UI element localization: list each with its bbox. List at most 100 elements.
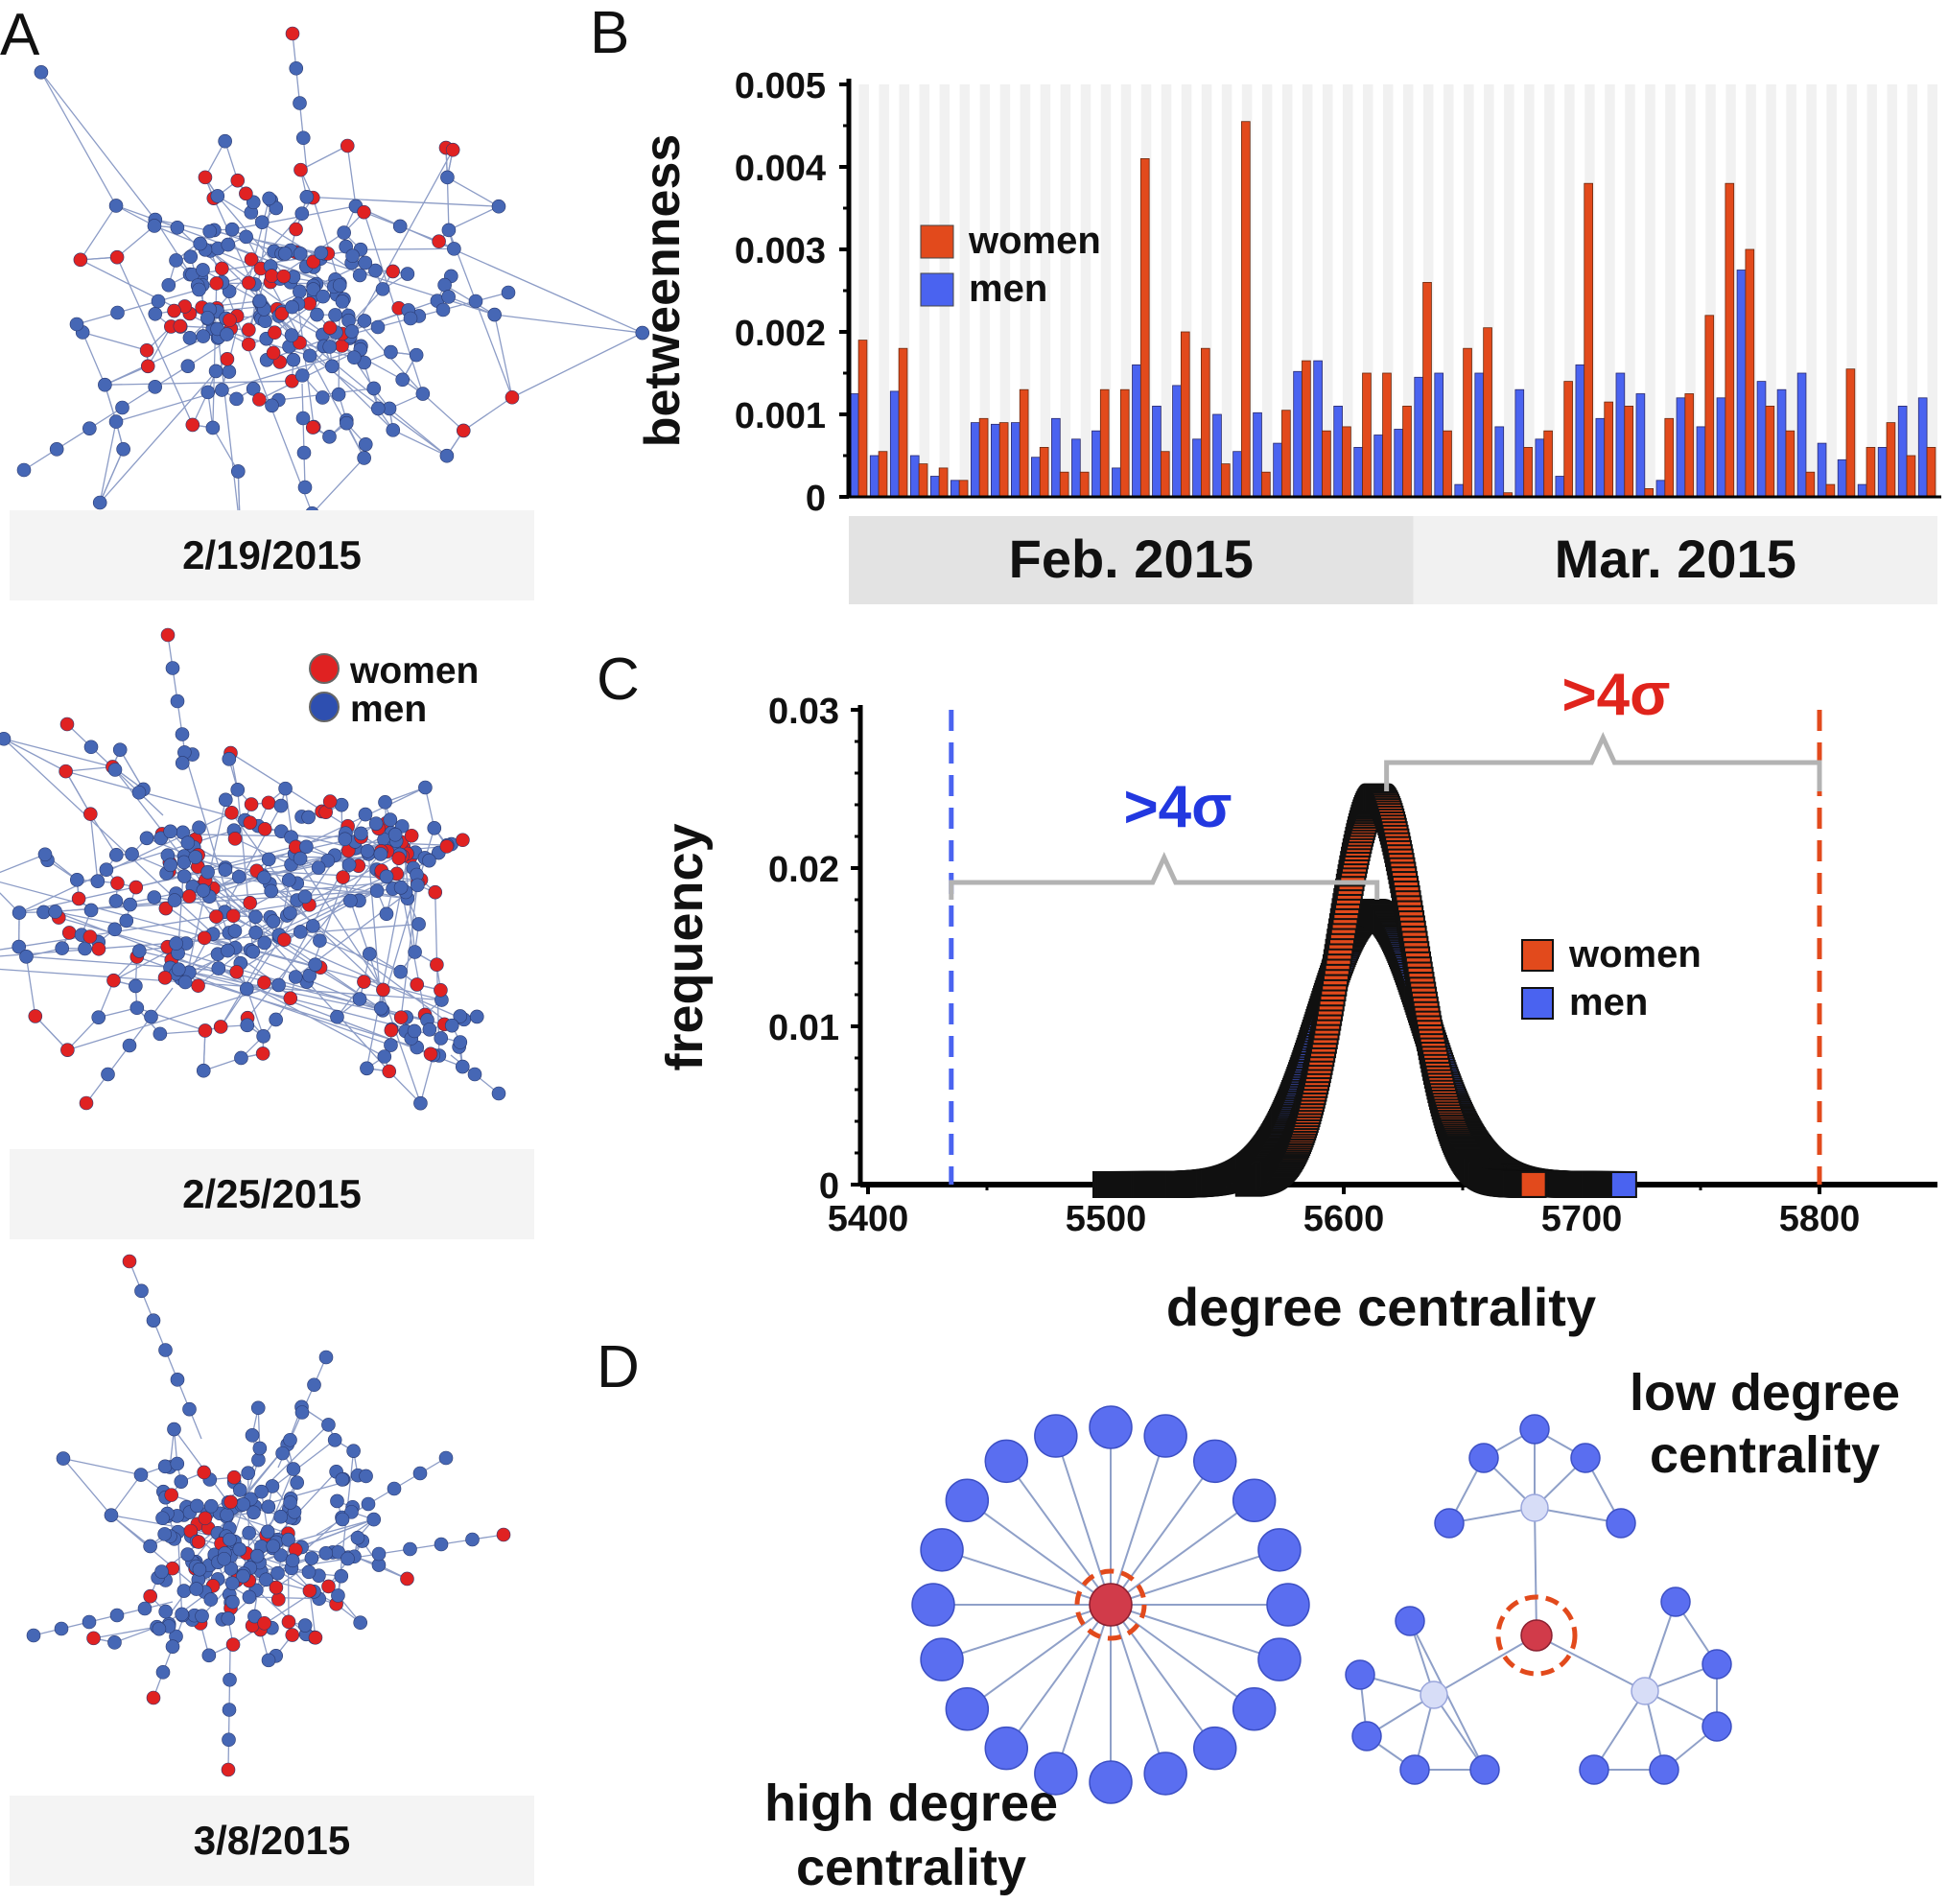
star-leaf-node	[1089, 1405, 1133, 1449]
man-node	[278, 247, 293, 261]
man-node	[119, 913, 134, 928]
sub-hub-node	[1420, 1681, 1448, 1709]
man-node	[331, 387, 346, 402]
high-degree-label-line1: high degree	[764, 1775, 1058, 1832]
day-stripe	[1625, 84, 1635, 497]
woman-node	[321, 1579, 336, 1594]
women-legend-label: women	[349, 650, 479, 692]
woman-node	[302, 1584, 317, 1598]
legend-men-label: men	[1569, 981, 1648, 1023]
woman-node	[197, 1465, 211, 1480]
woman-node	[281, 1614, 296, 1630]
network-edge	[365, 835, 412, 1069]
man-node	[229, 391, 244, 407]
man-node	[415, 387, 431, 401]
man-node	[224, 222, 240, 237]
man-node	[165, 661, 180, 675]
network-edge	[293, 853, 384, 991]
month-label-feb: Feb. 2015	[1009, 529, 1254, 589]
man-node	[293, 247, 308, 261]
man-node	[369, 883, 385, 899]
man-node	[241, 1466, 256, 1480]
day-stripe	[1544, 84, 1555, 497]
man-node	[133, 1468, 149, 1482]
man-node	[316, 289, 331, 304]
network-edge	[114, 1626, 157, 1643]
man-node	[252, 294, 268, 309]
day-stripe	[1342, 84, 1353, 497]
man-node	[332, 278, 347, 293]
man-node	[335, 1512, 350, 1527]
man-node	[83, 903, 99, 918]
day-stripe	[1504, 84, 1514, 497]
man-node	[635, 325, 650, 341]
man-node	[368, 263, 383, 278]
man-node	[153, 831, 169, 846]
network-edge	[157, 289, 199, 302]
star-leaf-node	[911, 1583, 955, 1627]
man-node	[283, 1495, 297, 1510]
woman-node	[268, 325, 282, 341]
woman-node	[445, 142, 460, 157]
man-node	[247, 1609, 262, 1624]
man-node	[104, 1508, 119, 1522]
woman-node	[157, 971, 173, 985]
woman-node	[226, 1469, 242, 1485]
man-node	[252, 1441, 268, 1456]
star-edge	[1054, 1435, 1112, 1606]
man-node	[281, 1532, 295, 1547]
man-node	[321, 1418, 336, 1432]
star-leaf-node	[1034, 1751, 1078, 1796]
man-node	[384, 1038, 398, 1052]
man-node	[322, 430, 337, 444]
man-node	[346, 350, 362, 365]
network-edge	[65, 765, 113, 772]
star-edge	[941, 1604, 1112, 1661]
day-stripe	[1120, 84, 1132, 497]
woman-node	[428, 884, 443, 900]
man-node	[294, 1405, 310, 1420]
man-node	[469, 1009, 484, 1024]
man-node	[314, 246, 329, 260]
day-stripe	[1382, 84, 1394, 497]
y-axis-label: frequency	[656, 823, 714, 1070]
star-edge	[1005, 1460, 1112, 1606]
man-node	[201, 1648, 217, 1663]
woman-node	[308, 1630, 323, 1645]
man-node	[221, 1611, 236, 1626]
man-node	[427, 821, 442, 835]
day-stripe	[1766, 84, 1776, 497]
star-edge	[966, 1604, 1112, 1710]
man-node	[269, 1012, 283, 1027]
man-node	[230, 783, 246, 797]
man-node	[225, 1576, 240, 1590]
man-node	[180, 835, 196, 850]
woman-node	[146, 1690, 161, 1705]
woman-node	[197, 930, 212, 946]
network-edge	[99, 358, 228, 504]
man-node	[330, 1493, 344, 1509]
man-node	[163, 824, 177, 839]
man-node	[210, 189, 225, 203]
woman-node	[285, 26, 300, 41]
man-node	[54, 1621, 69, 1636]
man-node	[26, 1628, 41, 1643]
network-edge	[263, 877, 384, 991]
woman-node	[160, 627, 176, 643]
man-node	[205, 420, 221, 435]
network-graph-2	[0, 627, 506, 1111]
woman-node	[229, 964, 244, 979]
man-node	[223, 1672, 237, 1687]
cluster-leaf-node	[1345, 1659, 1375, 1690]
man-node	[16, 462, 32, 478]
man-node	[295, 411, 311, 426]
man-node	[318, 1350, 334, 1365]
man-node	[361, 1496, 376, 1512]
man-node	[281, 873, 296, 887]
man-node	[0, 731, 12, 746]
woman-node	[340, 138, 355, 153]
woman-node	[164, 1488, 178, 1502]
man-node	[346, 1444, 361, 1458]
man-node	[366, 1512, 382, 1527]
woman-node	[243, 896, 257, 910]
